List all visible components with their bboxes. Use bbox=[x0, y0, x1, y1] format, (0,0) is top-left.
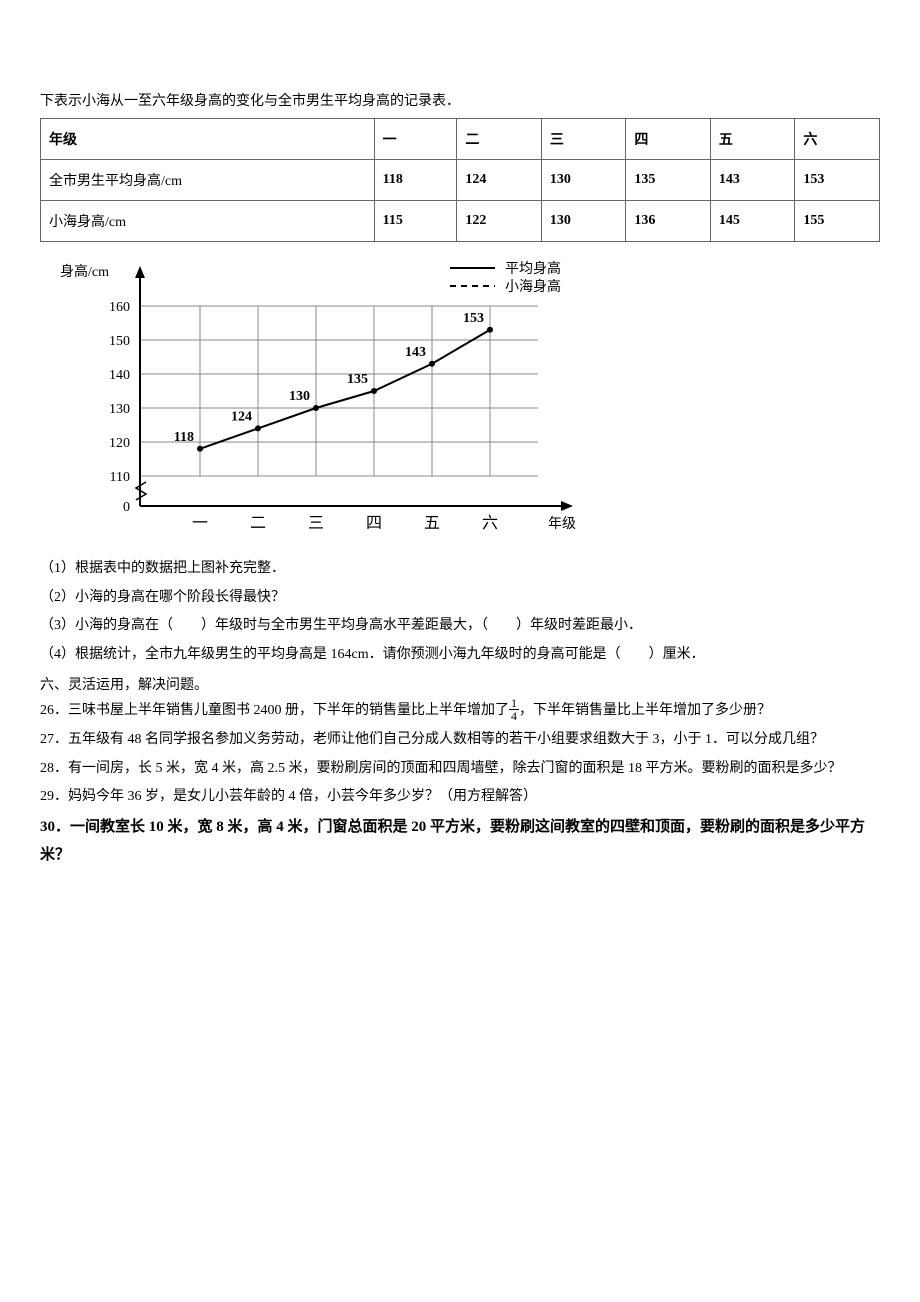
cell: 115 bbox=[374, 201, 457, 242]
cell: 118 bbox=[374, 160, 457, 201]
svg-text:140: 140 bbox=[109, 368, 130, 383]
svg-text:年级: 年级 bbox=[548, 516, 576, 532]
chart-questions: （1）根据表中的数据把上图补充完整． （2）小海的身高在哪个阶段长得最快？ （3… bbox=[40, 556, 880, 668]
row-label: 小海身高/cm bbox=[41, 201, 375, 242]
col-header: 五 bbox=[710, 119, 795, 160]
col-header: 年级 bbox=[41, 119, 375, 160]
intro-text: 下表示小海从一至六年级身高的变化与全市男生平均身高的记录表． bbox=[40, 90, 880, 110]
question-3: （3）小海的身高在（ ）年级时与全市男生平均身高水平差距最大，（ ）年级时差距最… bbox=[40, 613, 880, 640]
cell: 155 bbox=[795, 201, 880, 242]
question-4: （4）根据统计，全市九年级男生的平均身高是 164cm．请你预测小海九年级时的身… bbox=[40, 642, 880, 669]
row-label: 全市男生平均身高/cm bbox=[41, 160, 375, 201]
svg-text:153: 153 bbox=[463, 311, 484, 326]
question-2: （2）小海的身高在哪个阶段长得最快？ bbox=[40, 585, 880, 612]
svg-text:120: 120 bbox=[109, 436, 130, 451]
svg-text:118: 118 bbox=[174, 430, 194, 445]
cell: 130 bbox=[541, 201, 626, 242]
svg-text:150: 150 bbox=[109, 334, 130, 349]
svg-text:三: 三 bbox=[308, 515, 324, 532]
svg-text:一: 一 bbox=[192, 515, 208, 532]
svg-text:160: 160 bbox=[109, 300, 130, 315]
cell: 153 bbox=[795, 160, 880, 201]
table-header-row: 年级 一 二 三 四 五 六 bbox=[41, 119, 880, 160]
col-header: 三 bbox=[541, 119, 626, 160]
svg-text:四: 四 bbox=[366, 515, 382, 532]
cell: 135 bbox=[626, 160, 711, 201]
svg-text:0: 0 bbox=[123, 500, 130, 515]
col-header: 二 bbox=[457, 119, 542, 160]
svg-text:身高/cm: 身高/cm bbox=[60, 263, 109, 280]
p26-pre: 26．三味书屋上半年销售儿童图书 2400 册，下半年的销售量比上半年增加了 bbox=[40, 703, 509, 718]
cell: 143 bbox=[710, 160, 795, 201]
svg-text:五: 五 bbox=[424, 515, 440, 532]
svg-text:124: 124 bbox=[231, 409, 252, 424]
svg-text:二: 二 bbox=[250, 515, 266, 532]
line-chart: 110 120 130 140 150 160 0 身高/cm 年级 一 二 三 四 五 六 118 124 13… bbox=[40, 256, 600, 546]
table-row: 小海身高/cm 115 122 130 136 145 155 bbox=[41, 201, 880, 242]
table-row: 全市男生平均身高/cm 118 124 130 135 143 153 bbox=[41, 160, 880, 201]
svg-text:130: 130 bbox=[109, 402, 130, 417]
col-header: 一 bbox=[374, 119, 457, 160]
svg-text:135: 135 bbox=[347, 372, 368, 387]
section-6-title: 六、灵活运用，解决问题。 bbox=[40, 674, 880, 694]
problem-28: 28．有一间房，长 5 米，宽 4 米，高 2.5 米，要粉刷房间的顶面和四周墙… bbox=[40, 756, 880, 783]
cell: 124 bbox=[457, 160, 542, 201]
svg-text:六: 六 bbox=[482, 514, 498, 532]
height-table: 年级 一 二 三 四 五 六 全市男生平均身高/cm 118 124 130 1… bbox=[40, 118, 880, 242]
problem-29: 29．妈妈今年 36 岁，是女儿小芸年龄的 4 倍，小芸今年多少岁？（用方程解答… bbox=[40, 784, 880, 811]
svg-text:110: 110 bbox=[110, 470, 130, 485]
cell: 130 bbox=[541, 160, 626, 201]
svg-text:小海身高: 小海身高 bbox=[505, 278, 561, 295]
fraction-icon: 14 bbox=[509, 697, 519, 722]
problem-27: 27．五年级有 48 名同学报名参加义务劳动，老师让他们自己分成人数相等的若干小… bbox=[40, 727, 880, 754]
svg-text:平均身高: 平均身高 bbox=[505, 260, 561, 277]
problem-30: 30．一间教室长 10 米，宽 8 米，高 4 米，门窗总面积是 20 平方米，… bbox=[40, 813, 880, 870]
question-1: （1）根据表中的数据把上图补充完整． bbox=[40, 556, 880, 583]
svg-text:143: 143 bbox=[405, 345, 426, 360]
p26-post: ，下半年销售量比上半年增加了多少册？ bbox=[519, 703, 771, 718]
cell: 136 bbox=[626, 201, 711, 242]
cell: 145 bbox=[710, 201, 795, 242]
svg-text:130: 130 bbox=[289, 389, 310, 404]
problem-26: 26．三味书屋上半年销售儿童图书 2400 册，下半年的销售量比上半年增加了14… bbox=[40, 698, 880, 725]
col-header: 四 bbox=[626, 119, 711, 160]
col-header: 六 bbox=[795, 119, 880, 160]
cell: 122 bbox=[457, 201, 542, 242]
word-problems: 26．三味书屋上半年销售儿童图书 2400 册，下半年的销售量比上半年增加了14… bbox=[40, 698, 880, 869]
